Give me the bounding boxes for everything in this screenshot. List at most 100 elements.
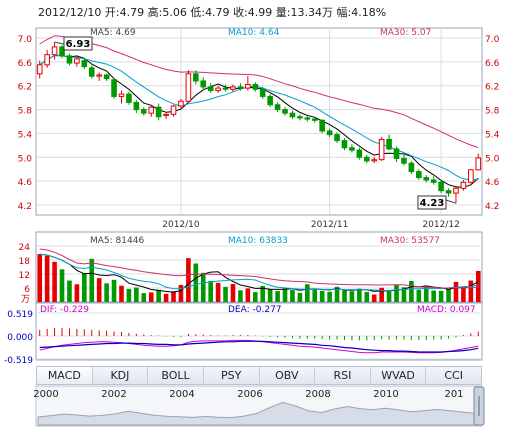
ma30-label: MA30: 5.07 <box>380 28 431 38</box>
candle-body <box>207 86 214 91</box>
candle-body <box>445 190 452 194</box>
price-tick-right: 5.8 <box>485 107 500 117</box>
volume-bar <box>297 292 303 302</box>
candle-body <box>126 93 132 103</box>
volume-bar <box>111 279 117 302</box>
candle <box>66 53 73 66</box>
candle-body <box>59 46 65 57</box>
volume-panel-frame <box>35 231 483 303</box>
volume-bar <box>282 288 288 302</box>
tab-macd[interactable]: MACD <box>37 367 93 384</box>
candle <box>36 60 43 79</box>
candle-body <box>44 54 50 66</box>
candle-body <box>475 157 482 171</box>
volume-bar <box>37 254 43 302</box>
candle-body <box>416 171 422 179</box>
volume-bar <box>275 291 280 302</box>
volume-bar <box>446 288 451 302</box>
timeline-year: 2008 <box>305 389 330 400</box>
candle <box>200 77 207 91</box>
change-label: 幅: <box>336 6 352 19</box>
tab-boll[interactable]: BOLL <box>148 367 204 384</box>
candle-body <box>453 187 459 194</box>
price-tick-right: 5.0 <box>485 154 500 164</box>
price-tick-right: 6.2 <box>485 83 499 93</box>
volume-bar <box>349 291 355 302</box>
volume-bar <box>186 258 191 302</box>
timeline-year: 2010 <box>373 389 398 400</box>
candle <box>289 110 296 120</box>
candle <box>178 98 184 109</box>
candle <box>81 58 88 70</box>
candle <box>460 179 467 191</box>
dea-line <box>39 340 479 353</box>
tab-obv[interactable]: OBV <box>260 367 316 384</box>
candle <box>163 111 169 120</box>
candle-body <box>356 149 363 158</box>
candle-body <box>304 117 311 120</box>
close-value: 4.99 <box>247 6 273 19</box>
candle-body <box>289 112 296 118</box>
volume-bar <box>119 285 124 302</box>
candle-body <box>88 67 95 77</box>
price-tick-right: 5.4 <box>485 130 500 140</box>
macd-label: MACD: 0.097 <box>417 305 476 315</box>
ma10-label: MA10: 4.64 <box>228 28 280 38</box>
candle <box>326 128 333 138</box>
volume-bar <box>178 284 184 302</box>
candle-body <box>66 55 73 64</box>
candle-body <box>371 159 378 162</box>
candle <box>297 114 303 121</box>
tab-psy[interactable]: PSY <box>204 367 260 384</box>
candle-body <box>81 60 88 68</box>
candle <box>155 103 162 121</box>
candle-body <box>438 181 444 192</box>
candle <box>349 144 355 153</box>
price-tick-left: 6.6 <box>18 59 33 69</box>
price-panel-frame <box>35 27 483 216</box>
candle <box>267 94 273 108</box>
price-tick-left: 6.2 <box>18 83 32 93</box>
volume-bar <box>59 269 65 302</box>
volume-tick: 24 <box>19 243 31 253</box>
volume-ma10-label: MA10: 63833 <box>228 236 288 246</box>
tab-kdj[interactable]: KDJ <box>93 367 149 384</box>
volume-bar <box>193 263 199 302</box>
price-tick-right: 7.0 <box>485 35 500 45</box>
high-pointer <box>54 41 65 45</box>
volume-bar <box>342 290 347 302</box>
tab-rsi[interactable]: RSI <box>315 367 371 384</box>
price-tick-left: 5.4 <box>18 130 33 140</box>
date-tick: 2012/11 <box>311 220 348 230</box>
price-tick-left: 5.0 <box>18 154 33 164</box>
dif-label: DIF: -0.229 <box>40 305 89 315</box>
candle <box>408 160 415 174</box>
candle <box>438 179 444 194</box>
volume-bar <box>364 291 370 302</box>
change-value: 4.18% <box>351 6 387 19</box>
candle-body <box>311 118 318 121</box>
candle <box>88 65 95 79</box>
volume-value: 13.34万 <box>290 6 334 19</box>
tab-cci[interactable]: CCI <box>444 369 463 382</box>
high-annotation: 6.93 <box>66 39 91 50</box>
high-value: 5.06 <box>162 6 187 19</box>
candle-body <box>96 74 102 77</box>
candle <box>423 175 430 183</box>
candle-body <box>103 74 110 80</box>
candle-body <box>334 134 340 142</box>
candle-body <box>468 169 474 183</box>
candle <box>363 154 370 164</box>
tab-wvad[interactable]: WVAD <box>371 367 427 384</box>
macd-tick: 0.000 <box>7 333 33 343</box>
candle <box>74 55 80 67</box>
candle-body <box>423 177 430 181</box>
candle <box>475 153 482 171</box>
candle-body <box>326 130 333 136</box>
candle-body <box>267 95 273 106</box>
candle-body <box>393 148 400 159</box>
candle <box>245 76 251 91</box>
volume-bar <box>104 283 109 302</box>
volume-bar <box>74 284 80 302</box>
quote-date: 2012/12/10 <box>38 6 102 19</box>
